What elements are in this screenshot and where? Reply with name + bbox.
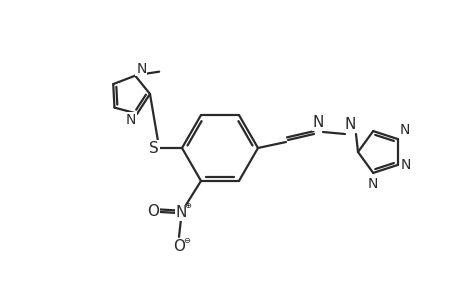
Text: N: N (312, 115, 323, 130)
Text: O: O (147, 204, 159, 219)
Text: N: N (175, 206, 186, 220)
Text: O: O (173, 239, 185, 254)
Text: S: S (149, 140, 158, 155)
Text: N: N (125, 113, 136, 127)
Text: N: N (136, 62, 146, 76)
Text: ⊖: ⊖ (183, 236, 190, 245)
Text: N: N (399, 123, 409, 137)
Text: ⊕: ⊕ (184, 201, 191, 210)
Text: N: N (367, 177, 378, 191)
Text: N: N (400, 158, 410, 172)
Text: N: N (344, 117, 355, 132)
